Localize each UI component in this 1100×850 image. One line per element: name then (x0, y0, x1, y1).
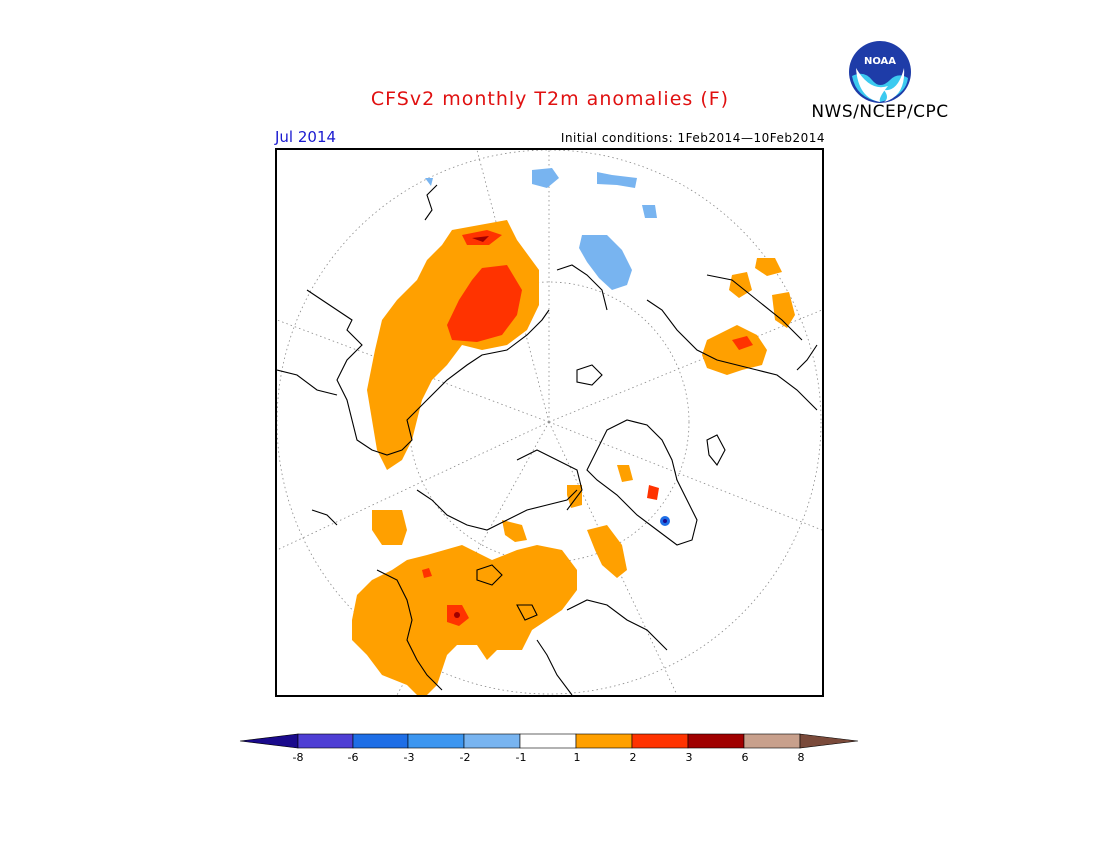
anomaly-east-asia (702, 258, 795, 375)
legend-label: -1 (515, 751, 527, 764)
legend-label: 6 (741, 751, 749, 764)
legend-label: -8 (292, 751, 304, 764)
legend-swatch (519, 733, 577, 749)
legend-label: 8 (797, 751, 805, 764)
noaa-logo-icon: NOAA (849, 41, 911, 103)
polar-map (275, 148, 824, 697)
legend-swatch (687, 733, 745, 749)
organization-label: NWS/NCEP/CPC (811, 102, 949, 122)
forecast-period: Jul 2014 (275, 128, 337, 146)
legend-swatch (631, 733, 689, 749)
anomaly-europe (367, 220, 539, 470)
legend-label: 2 (629, 751, 637, 764)
legend-swatch (352, 733, 409, 749)
map-canvas (277, 150, 822, 695)
legend-swatch (743, 733, 801, 749)
anomaly-north-america (352, 465, 659, 695)
color-legend (239, 733, 859, 749)
initial-conditions: Initial conditions: 1Feb2014—10Feb2014 (560, 131, 825, 145)
map-title: CFSv2 monthly T2m anomalies (F) (370, 88, 730, 110)
legend-swatch (463, 733, 521, 749)
logo-text: NOAA (864, 56, 896, 67)
anomaly-negative (425, 168, 670, 526)
legend-label: 1 (573, 751, 581, 764)
legend-label: -3 (403, 751, 415, 764)
legend-swatch (407, 733, 465, 749)
coastlines (277, 184, 818, 695)
legend-label: -2 (459, 751, 471, 764)
legend-arrow-low (239, 733, 299, 749)
legend-label: -6 (347, 751, 359, 764)
legend-swatch (575, 733, 633, 749)
legend-arrow-high (799, 733, 859, 749)
legend-swatch (297, 733, 354, 749)
legend-label: 3 (685, 751, 693, 764)
